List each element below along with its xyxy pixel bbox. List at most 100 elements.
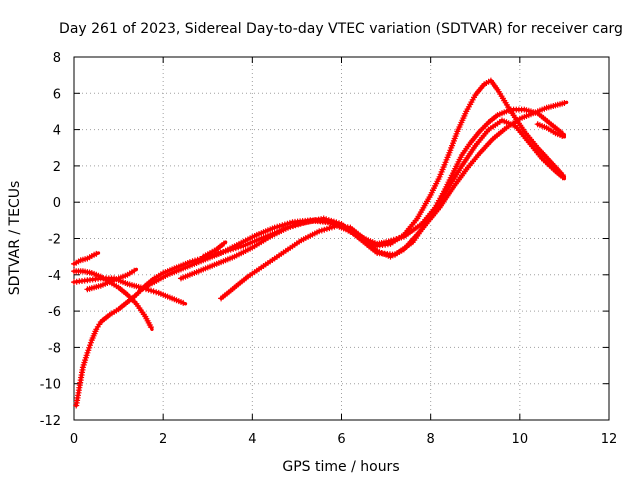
data-point: [536, 122, 540, 126]
data-point: [455, 129, 459, 133]
data-point: [482, 82, 486, 86]
data-point: [469, 140, 473, 144]
data-point: [299, 238, 303, 242]
data-point: [183, 265, 188, 270]
data-point: [232, 255, 237, 259]
series-line: [219, 100, 569, 300]
data-point: [562, 177, 567, 181]
data-point: [85, 287, 89, 291]
data-point: [246, 275, 250, 279]
data-point: [375, 244, 379, 248]
data-point: [522, 129, 526, 133]
data-point: [531, 111, 535, 115]
data-point: [348, 226, 352, 230]
data-point: [232, 285, 237, 290]
y-tick-label: 0: [53, 196, 61, 211]
series-arc-4: [84, 267, 138, 293]
data-point: [473, 93, 477, 97]
y-tick-labels: -12 -10 -8 -6 -4 -2 0 2 4 6 8: [40, 51, 61, 429]
data-point: [143, 314, 147, 319]
data-point: [255, 233, 259, 237]
series-arc-7: [178, 117, 567, 282]
data-point: [125, 273, 130, 277]
x-tick-label: 0: [70, 432, 78, 447]
data-point: [72, 280, 76, 284]
data-point: [460, 164, 464, 168]
data-point: [197, 269, 201, 273]
data-point: [259, 265, 263, 270]
data-point: [99, 320, 103, 324]
data-point: [415, 216, 419, 221]
data-point: [402, 247, 406, 251]
data-point: [72, 269, 76, 273]
data-point: [201, 258, 205, 262]
x-axis-label: GPS time / hours: [282, 459, 399, 475]
data-point: [76, 391, 81, 395]
data-point: [268, 235, 272, 239]
data-point: [375, 249, 379, 253]
data-point: [446, 186, 451, 190]
data-point: [219, 296, 223, 300]
data-point: [388, 255, 393, 259]
data-point: [125, 300, 130, 304]
series-arc-10: [534, 121, 567, 139]
data-point: [536, 146, 540, 150]
data-point: [81, 365, 85, 369]
data-point: [464, 167, 468, 172]
data-point: [112, 278, 116, 282]
data-point: [402, 233, 406, 237]
data-point: [125, 282, 130, 286]
series-arc-5: [73, 106, 567, 409]
x-tick-label: 8: [427, 432, 435, 447]
y-tick-label: -8: [48, 341, 61, 356]
data-point: [553, 169, 558, 173]
y-tick-label: -12: [40, 414, 61, 429]
data-point: [495, 113, 500, 117]
data-point: [139, 287, 143, 291]
series-markers: [178, 117, 566, 282]
data-point: [545, 106, 549, 110]
series-line: [74, 108, 566, 408]
data-point: [188, 260, 192, 264]
y-axis-label: SDTVAR / TECUs: [7, 181, 23, 296]
y-tick-label: -4: [48, 269, 61, 284]
data-point: [96, 251, 101, 255]
data-point: [286, 226, 290, 230]
data-point: [99, 276, 103, 280]
data-point: [134, 302, 138, 306]
series-arc-3: [71, 275, 188, 306]
series-markers: [73, 106, 566, 409]
data-point: [553, 131, 558, 135]
data-point: [317, 229, 321, 233]
data-point: [273, 226, 277, 230]
x-tick-label: 10: [512, 432, 529, 447]
data-point: [152, 280, 156, 284]
data-point: [460, 153, 464, 157]
data-point: [94, 327, 98, 331]
data-point: [215, 262, 219, 266]
y-tick-label: 4: [53, 124, 61, 139]
x-tick-label: 6: [337, 432, 345, 447]
data-point: [85, 278, 89, 282]
data-point: [335, 224, 339, 228]
data-point: [540, 157, 544, 161]
data-point: [152, 276, 156, 280]
y-tick-label: 8: [53, 51, 61, 66]
data-point: [451, 171, 455, 175]
data-point: [362, 236, 366, 241]
data-point: [201, 255, 205, 259]
y-tick-label: -6: [48, 305, 61, 320]
data-point: [286, 247, 290, 251]
x-tick-label: 2: [159, 432, 167, 447]
data-point: [74, 403, 78, 408]
data-point: [241, 244, 245, 248]
data-point: [549, 122, 553, 126]
data-point: [478, 129, 482, 133]
y-tick-label: 2: [53, 160, 61, 175]
data-point: [290, 220, 295, 224]
x-tick-label: 4: [248, 432, 256, 447]
data-point: [489, 79, 493, 83]
data-point: [527, 140, 531, 144]
data-point: [522, 108, 526, 112]
